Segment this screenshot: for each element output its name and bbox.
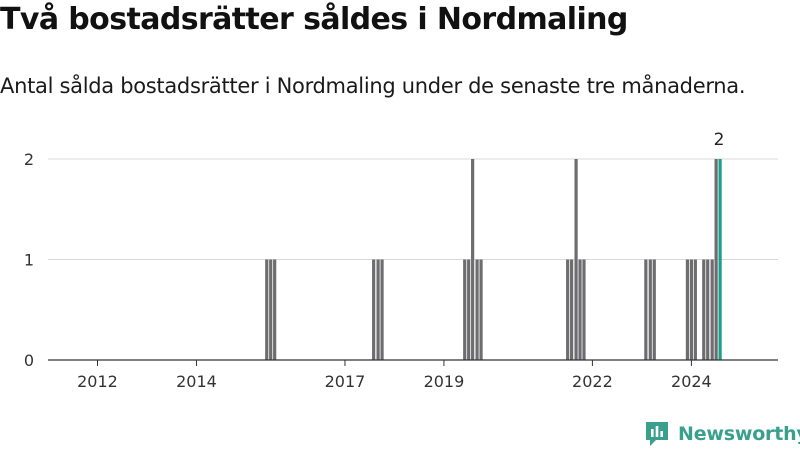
bar bbox=[566, 259, 570, 360]
bar bbox=[467, 259, 471, 360]
bar bbox=[372, 259, 376, 360]
bar bbox=[648, 259, 652, 360]
x-tick-label: 2017 bbox=[325, 372, 366, 391]
x-tick-label: 2024 bbox=[671, 372, 712, 391]
y-tick-label: 0 bbox=[24, 351, 34, 370]
bar bbox=[479, 259, 483, 360]
bar bbox=[570, 259, 574, 360]
y-tick-label: 2 bbox=[24, 150, 34, 169]
x-tick-label: 2019 bbox=[424, 372, 465, 391]
data-label: 2 bbox=[714, 130, 725, 150]
bar bbox=[376, 259, 380, 360]
bar bbox=[702, 259, 706, 360]
bar bbox=[644, 259, 648, 360]
bar-highlight bbox=[718, 159, 722, 360]
bar bbox=[710, 259, 714, 360]
chart-title: Två bostadsrätter såldes i Nordmaling bbox=[0, 2, 628, 37]
brand-name: Newsworthy bbox=[678, 423, 800, 445]
bar bbox=[265, 259, 269, 360]
bar bbox=[582, 259, 586, 360]
bar bbox=[578, 259, 582, 360]
bar bbox=[652, 259, 656, 360]
x-tick-label: 2014 bbox=[176, 372, 217, 391]
bar bbox=[463, 259, 467, 360]
bar-chart: 0 1 2 2012 2014 2017 2019 2022 2024 2 bbox=[24, 130, 778, 391]
y-tick-label: 1 bbox=[24, 251, 34, 270]
bar bbox=[273, 259, 277, 360]
x-tick-label: 2022 bbox=[572, 372, 613, 391]
chart-subtitle: Antal sålda bostadsrätter i Nordmaling u… bbox=[0, 74, 746, 98]
bar bbox=[685, 259, 690, 360]
newsworthy-logo-icon bbox=[646, 422, 668, 446]
bar bbox=[714, 159, 718, 360]
bar bbox=[380, 259, 384, 360]
bar bbox=[475, 259, 479, 360]
x-axis: 2012 2014 2017 2019 2022 2024 bbox=[48, 359, 778, 391]
x-tick-label: 2012 bbox=[77, 372, 118, 391]
bar bbox=[471, 159, 475, 360]
bar bbox=[574, 159, 578, 360]
y-axis-ticks: 0 1 2 bbox=[24, 150, 34, 370]
data-labels: 2 bbox=[714, 130, 725, 150]
bar bbox=[693, 259, 697, 360]
bar bbox=[689, 259, 693, 360]
bars bbox=[265, 159, 722, 360]
bar bbox=[706, 259, 710, 360]
grid-lines bbox=[48, 158, 778, 260]
newsworthy-brand[interactable]: Newsworthy bbox=[644, 419, 800, 449]
bar bbox=[269, 259, 273, 360]
